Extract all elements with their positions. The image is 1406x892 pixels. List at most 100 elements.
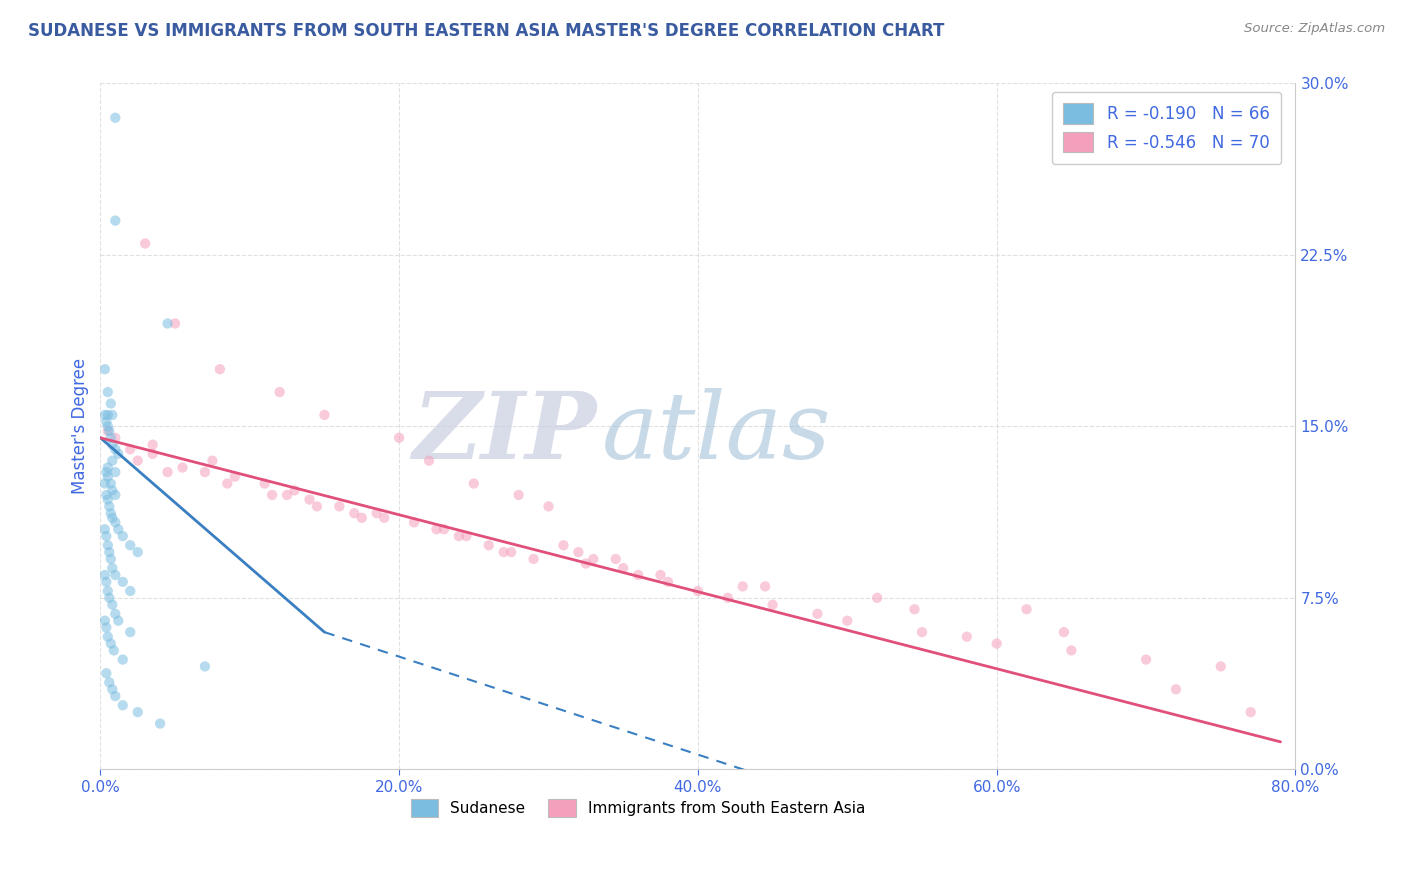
Point [402, 516, 425, 530]
Point [104, 689, 127, 703]
Text: Source: ZipAtlas.com: Source: ZipAtlas.com [1244, 22, 1385, 36]
Point [657, 574, 679, 589]
Point [1053, 625, 1076, 640]
Point [456, 529, 478, 543]
Point [120, 442, 142, 457]
Point [101, 511, 124, 525]
Point [986, 636, 1008, 650]
Point [94, 476, 117, 491]
Point [501, 545, 523, 559]
Point [149, 716, 172, 731]
Point [575, 557, 598, 571]
Point [111, 529, 134, 543]
Point [1060, 643, 1083, 657]
Point [97, 538, 120, 552]
Point [305, 500, 328, 514]
Point [433, 522, 456, 536]
Point [866, 591, 889, 605]
Point [94, 568, 117, 582]
Point [553, 538, 575, 552]
Point [96, 621, 118, 635]
Point [100, 396, 122, 410]
Point [96, 529, 118, 543]
Point [100, 552, 122, 566]
Point [101, 682, 124, 697]
Point [298, 492, 321, 507]
Point [717, 591, 740, 605]
Point [107, 522, 129, 536]
Point [97, 419, 120, 434]
Point [111, 652, 134, 666]
Point [96, 488, 118, 502]
Point [100, 506, 122, 520]
Point [96, 574, 118, 589]
Point [686, 584, 709, 599]
Point [97, 385, 120, 400]
Point [492, 545, 515, 559]
Point [731, 579, 754, 593]
Point [97, 630, 120, 644]
Point [96, 465, 118, 479]
Point [104, 442, 127, 457]
Point [98, 545, 121, 559]
Point [98, 591, 121, 605]
Point [463, 476, 485, 491]
Point [127, 453, 149, 467]
Point [101, 483, 124, 498]
Point [142, 447, 165, 461]
Point [103, 643, 125, 657]
Point [1135, 652, 1157, 666]
Y-axis label: Master's Degree: Master's Degree [72, 359, 89, 494]
Point [523, 552, 546, 566]
Point [163, 317, 186, 331]
Point [97, 469, 120, 483]
Point [172, 460, 194, 475]
Point [98, 500, 121, 514]
Point [96, 666, 118, 681]
Point [94, 614, 117, 628]
Point [650, 568, 672, 582]
Point [101, 598, 124, 612]
Point [350, 511, 373, 525]
Point [111, 698, 134, 713]
Point [366, 506, 388, 520]
Point [120, 584, 142, 599]
Point [142, 437, 165, 451]
Point [567, 545, 589, 559]
Text: SUDANESE VS IMMIGRANTS FROM SOUTH EASTERN ASIA MASTER'S DEGREE CORRELATION CHART: SUDANESE VS IMMIGRANTS FROM SOUTH EASTER… [28, 22, 945, 40]
Point [97, 492, 120, 507]
Point [104, 488, 127, 502]
Text: ZIP: ZIP [412, 388, 596, 478]
Point [328, 500, 350, 514]
Point [903, 602, 925, 616]
Point [217, 476, 239, 491]
Text: atlas: atlas [602, 388, 832, 478]
Point [94, 362, 117, 376]
Point [194, 465, 217, 479]
Point [1164, 682, 1187, 697]
Point [1015, 602, 1038, 616]
Point [104, 465, 127, 479]
Point [806, 607, 828, 621]
Point [127, 705, 149, 719]
Point [418, 453, 440, 467]
Point [201, 453, 224, 467]
Point [956, 630, 979, 644]
Point [97, 460, 120, 475]
Point [388, 431, 411, 445]
Point [101, 408, 124, 422]
Point [253, 476, 276, 491]
Point [98, 675, 121, 690]
Point [754, 579, 776, 593]
Point [314, 408, 336, 422]
Point [134, 236, 156, 251]
Point [100, 431, 122, 445]
Point [156, 317, 179, 331]
Point [120, 625, 142, 640]
Point [97, 408, 120, 422]
Point [478, 538, 501, 552]
Point [111, 574, 134, 589]
Point [97, 584, 120, 599]
Point [101, 561, 124, 575]
Point [100, 476, 122, 491]
